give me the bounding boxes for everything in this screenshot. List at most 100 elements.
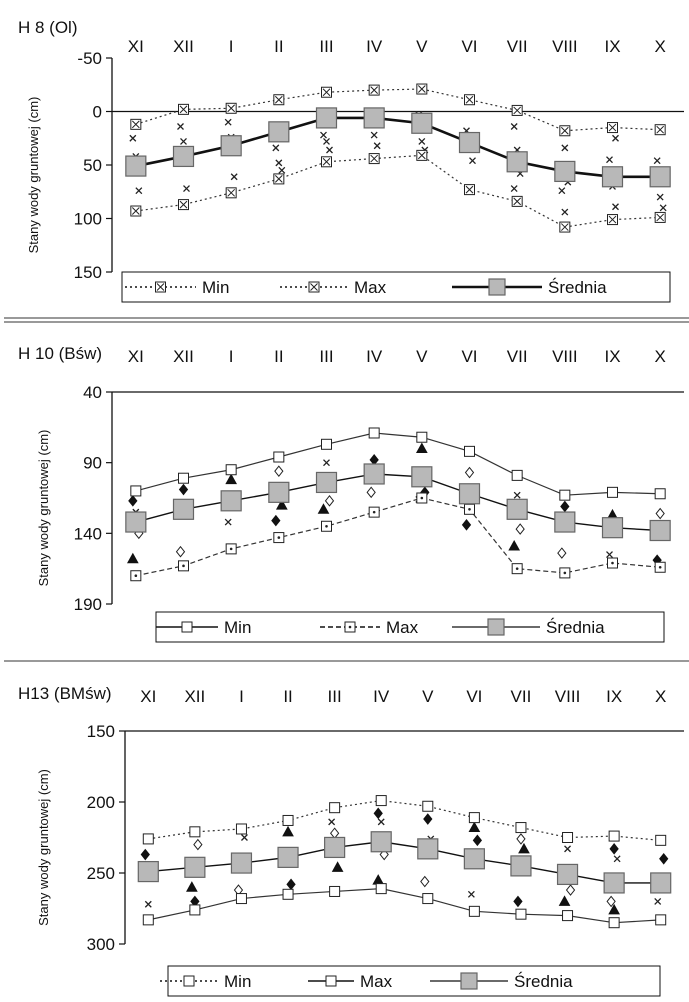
observation-point [271,514,281,527]
month-label-IX: IX [604,347,620,366]
series-line-max [135,497,661,577]
month-label-IV: IV [366,347,383,366]
observation-point [224,118,232,126]
series-point-srednia [649,519,671,542]
legend-label-min: Min [224,618,251,637]
observation-point [612,203,619,211]
observation-point [329,827,340,840]
chart-title: H 10 (Bśw) [18,344,102,363]
series-point-min [607,486,618,498]
series-line-srednia [135,116,661,179]
observation-point [609,843,619,855]
y-axis-label: Stany wody gruntowej (cm) [26,97,41,254]
y-tick-label: 200 [87,793,115,812]
observation-point [272,144,280,152]
observation-point [606,895,616,908]
series-point-min [235,823,247,835]
observation-point [129,134,137,142]
series-point-srednia [172,498,195,520]
series-point-max [235,893,247,905]
y-axis-label: Stany wody gruntowej (cm) [36,430,51,587]
series-point-srednia [370,831,392,853]
observation-point [564,845,572,853]
y-tick-label: 140 [74,524,102,543]
series-point-srednia [230,852,253,874]
observation-point [369,454,379,466]
series-point-max [515,908,527,920]
series-point-max [329,885,341,897]
observation-point [418,138,426,145]
observation-point [128,495,138,507]
observation-point [373,142,381,150]
chart-panel-3: H13 (BMśw) XI XII I II III IV V VI VII VIII IX X1502… [18,684,684,997]
observation-point [464,466,475,479]
month-label-III: III [328,687,342,706]
month-label-II: II [274,37,283,56]
legend-label-min: Min [202,278,229,297]
series-point-srednia [649,166,671,188]
series-point-min [225,464,237,476]
chart-panel-1: H 8 (Ol)XI XII I II III IV V VI VII VIII IX X-50050… [18,18,684,303]
legend-label-max: Max [386,618,419,637]
series-point-max [608,917,620,929]
y-tick-label: 0 [93,103,102,122]
observation-point [324,495,335,507]
observation-point [516,833,526,845]
observation-point [420,875,430,888]
observation-point [225,473,238,485]
series-point-min [511,469,523,481]
observation-point [558,187,566,195]
observation-point [513,895,523,908]
month-label-VII: VII [507,347,528,366]
y-tick-label: 50 [83,156,102,175]
month-label-IX: IX [606,687,622,706]
month-label-X: X [654,37,665,56]
observation-point [606,156,613,164]
series-point-srednia [172,145,195,168]
month-label-III: III [319,347,333,366]
series-point-srednia [137,860,159,883]
series-point-min [321,438,332,450]
observation-point [240,834,248,841]
legend-marker [183,975,195,987]
legend-marker [460,972,478,990]
month-label-IV: IV [366,37,383,56]
observation-point [320,131,327,139]
legend-marker [488,278,506,296]
observation-point [140,848,150,861]
legend-label-srednia: Średnia [548,278,607,297]
observation-point [230,173,238,181]
legend [155,611,665,643]
month-label-VIII: VIII [552,347,578,366]
series-point-srednia [411,112,433,134]
month-label-II: II [274,347,283,366]
series-point-srednia [411,466,433,488]
observation-point [655,507,665,520]
series-point-srednia [315,471,338,494]
legend-marker [181,621,193,633]
chart-title: H 8 (Ol) [18,18,78,37]
y-tick-label: -50 [77,49,102,68]
month-label-XII: XII [173,37,194,56]
legend-label-srednia: Średnia [514,972,573,991]
y-axis-label: Stany wody gruntowej (cm) [36,769,51,926]
y-tick-label: 150 [74,263,102,282]
series-point-srednia [554,511,576,533]
observation-point [331,861,344,872]
series-line-srednia [135,473,661,532]
observation-point [469,157,476,165]
observation-point [565,884,576,896]
month-label-I: I [239,687,244,706]
chart-title: H13 (BMśw) [18,684,112,703]
observation-point [180,138,187,145]
month-label-II: II [283,687,292,706]
month-label-XII: XII [184,687,205,706]
series-point-max [655,914,667,926]
month-label-X: X [655,687,666,706]
observation-point [468,821,481,833]
observation-point [178,483,189,496]
observation-point [326,146,333,154]
month-label-XI: XI [128,347,144,366]
series-point-min [178,472,189,484]
series-point-srednia [220,135,242,157]
